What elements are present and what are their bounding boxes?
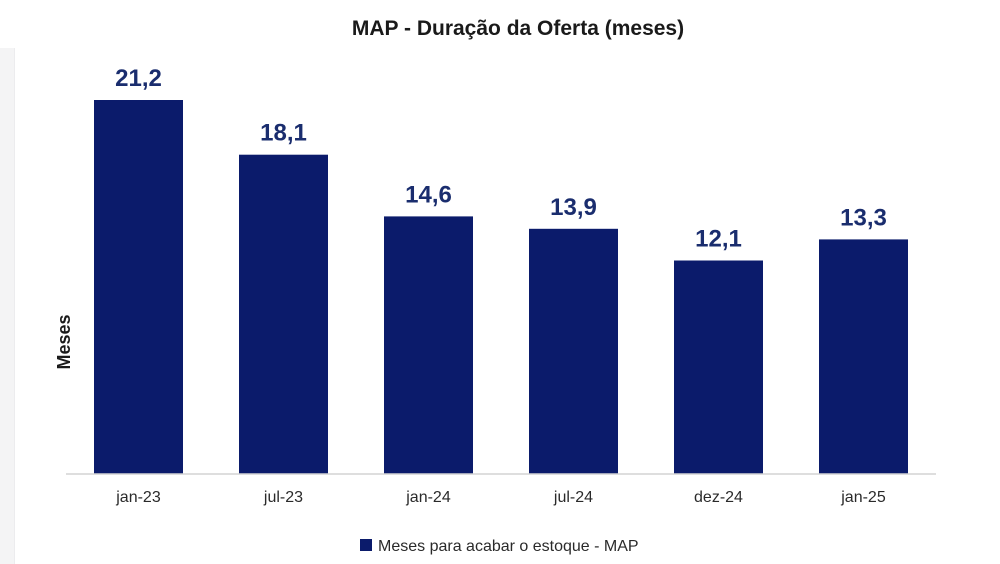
bar-dez-24 [674,260,763,474]
x-tick-labels-group: jan-23 jul-23 jan-24 jul-24 dez-24 jan-25 [115,489,886,506]
data-label-jan-23: 21,2 [115,65,162,92]
bar-jul-23 [239,154,328,474]
data-label-jan-24: 14,6 [405,181,452,208]
bars-group [94,100,908,474]
x-tick-label-jul-23: jul-23 [263,489,303,506]
bar-jan-24 [384,216,473,474]
value-labels-group: 21,2 18,1 14,6 13,9 12,1 13,3 [115,65,887,253]
legend-swatch [360,539,372,551]
x-tick-label-dez-24: dez-24 [694,489,743,506]
data-label-dez-24: 12,1 [695,226,742,253]
legend-label: Meses para acabar o estoque - MAP [378,538,639,555]
y-axis-label: Meses [54,314,74,369]
bar-jul-24 [529,228,618,474]
data-label-jan-25: 13,3 [840,204,887,231]
chart-title: MAP - Duração da Oferta (meses) [352,17,684,40]
x-tick-label-jan-24: jan-24 [405,489,451,506]
data-label-jul-23: 18,1 [260,120,307,147]
x-tick-label-jan-23: jan-23 [115,489,161,506]
x-tick-label-jan-25: jan-25 [840,489,886,506]
left-panel-edge [0,48,15,564]
data-label-jul-24: 13,9 [550,194,597,221]
bar-jan-25 [819,239,908,474]
bar-jan-23 [94,100,183,474]
legend: Meses para acabar o estoque - MAP [360,538,639,555]
x-tick-label-jul-24: jul-24 [553,489,593,506]
